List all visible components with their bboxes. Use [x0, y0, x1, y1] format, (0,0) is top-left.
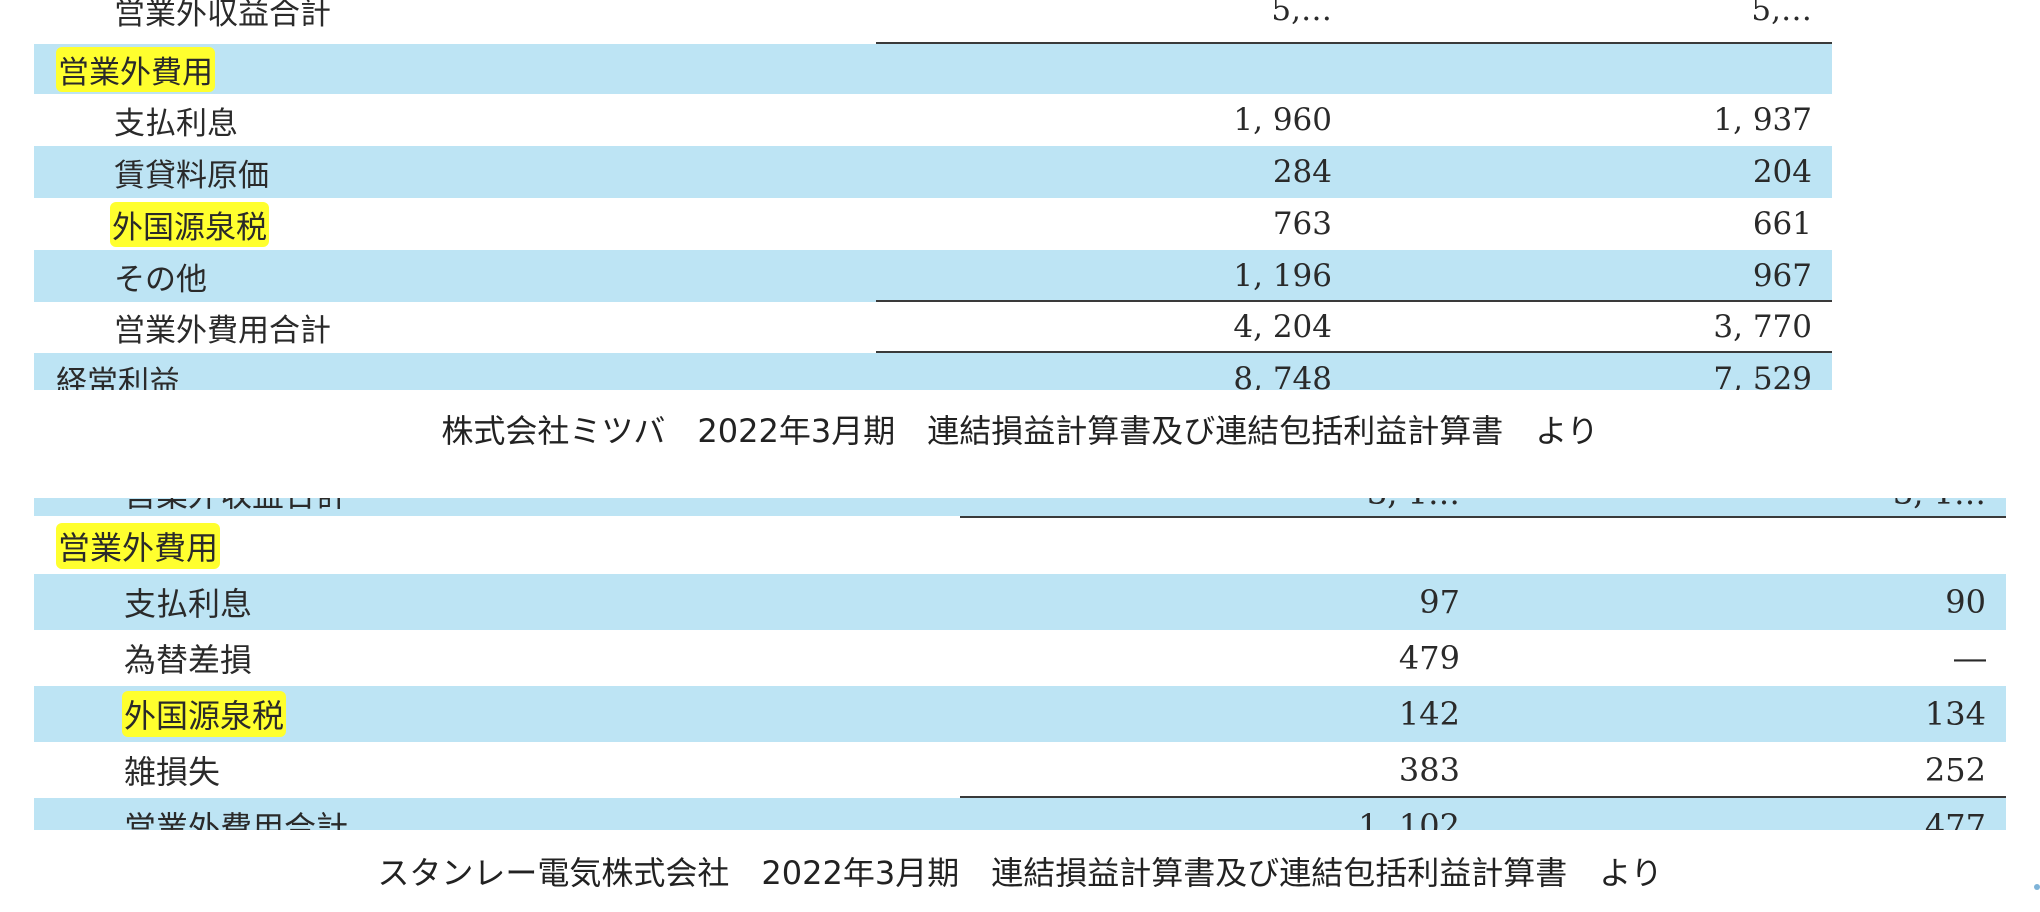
caption-stanley: スタンレー電気株式会社 2022年3月期 連結損益計算書及び連結包括利益計算書 … [377, 854, 1663, 892]
row-value-current: 479 [1398, 639, 1460, 677]
stanley-table: 営業外収益合計 3, 1… 3, 1… 営業外費用 支払利息 97 90 為替差… [34, 498, 2006, 830]
row-label: 外国源泉税 [122, 691, 287, 737]
row-value-prior: 134 [1924, 695, 1986, 733]
row-value-current: 383 [1398, 751, 1460, 789]
row-value-current: 142 [1398, 695, 1460, 733]
table-row: 支払利息 97 90 [34, 574, 2006, 630]
row-value-prior: 967 [1752, 258, 1812, 294]
row-value-prior: 477 [1924, 807, 1986, 830]
row-value-current: 3, 1… [1367, 498, 1460, 516]
row-label: その他 [114, 261, 207, 298]
row-value-current: 1, 102 [1358, 807, 1460, 830]
section-header-row: 営業外費用 [34, 44, 1832, 94]
row-value-current: 1, 960 [1233, 102, 1332, 138]
total-rule [876, 351, 1832, 353]
row-label: 賃貸料原価 [114, 157, 269, 194]
row-value-current: 1, 196 [1233, 258, 1332, 294]
row-value-current: 8, 748 [1233, 361, 1332, 390]
row-value-current: 97 [1419, 583, 1460, 621]
caption-mitsuba: 株式会社ミツバ 2022年3月期 連結損益計算書及び連結包括利益計算書 より [441, 412, 1599, 450]
row-label: 外国源泉税 [110, 201, 269, 247]
row-value-prior: 90 [1945, 583, 1986, 621]
table-row: 外国源泉税 142 134 [34, 686, 2006, 742]
row-value-current: 5,… [1271, 0, 1332, 28]
total-row: 営業外費用合計 4, 204 3, 770 [34, 302, 1832, 352]
row-label: 営業外収益合計 [114, 0, 331, 32]
row-label: 営業外収益合計 [124, 498, 348, 516]
row-label: 支払利息 [114, 105, 238, 142]
row-label: 営業外費用合計 [124, 809, 349, 830]
table-row: その他 1, 196 967 [34, 250, 1832, 302]
row-value-prior: ― [1954, 639, 1986, 677]
row-value-prior: 3, 770 [1713, 309, 1812, 345]
subtotal-rule [960, 796, 2006, 798]
corner-dot-icon [2034, 884, 2040, 890]
table-row: 雑損失 383 252 [34, 742, 2006, 798]
table-row: 支払利息 1, 960 1, 937 [34, 94, 1832, 146]
row-value-current: 284 [1272, 154, 1332, 190]
row-label: 支払利息 [124, 585, 253, 623]
row-label: 雑損失 [124, 753, 221, 791]
row-value-prior: 3, 1… [1893, 498, 1986, 516]
subtotal-rule [876, 42, 1832, 44]
row-value-prior: 7, 529 [1713, 361, 1812, 390]
row-label: 経常利益 [56, 364, 180, 391]
row-label: 営業外費用合計 [114, 312, 331, 349]
table-row: 賃貸料原価 284 204 [34, 146, 1832, 198]
table-row: 外国源泉税 763 661 [34, 198, 1832, 250]
subtotal-rule [960, 516, 2006, 518]
table-row-partial-top: 営業外収益合計 5,… 5,… [34, 0, 1832, 42]
table-row-partial-bottom: 経常利益 8, 748 7, 529 [34, 353, 1832, 390]
row-value-current: 763 [1272, 206, 1332, 242]
row-value-prior: 5,… [1751, 0, 1812, 28]
table-row-partial-bottom: 営業外費用合計 1, 102 477 [34, 798, 2006, 830]
row-value-current: 4, 204 [1233, 309, 1332, 345]
row-value-prior: 204 [1752, 154, 1812, 190]
row-value-prior: 1, 937 [1713, 102, 1812, 138]
table-row-partial-top: 営業外収益合計 3, 1… 3, 1… [34, 498, 2006, 516]
section-header-row: 営業外費用 [34, 518, 2006, 574]
mitsuba-table: 営業外収益合計 5,… 5,… 営業外費用 支払利息 1, 960 1, 937… [34, 0, 1832, 390]
row-label: 為替差損 [124, 641, 253, 679]
section-label: 営業外費用 [56, 46, 215, 92]
row-value-prior: 252 [1924, 751, 1986, 789]
row-value-prior: 661 [1752, 206, 1812, 242]
section-label: 営業外費用 [56, 523, 221, 569]
subtotal-rule [876, 300, 1832, 302]
table-row: 為替差損 479 ― [34, 630, 2006, 686]
